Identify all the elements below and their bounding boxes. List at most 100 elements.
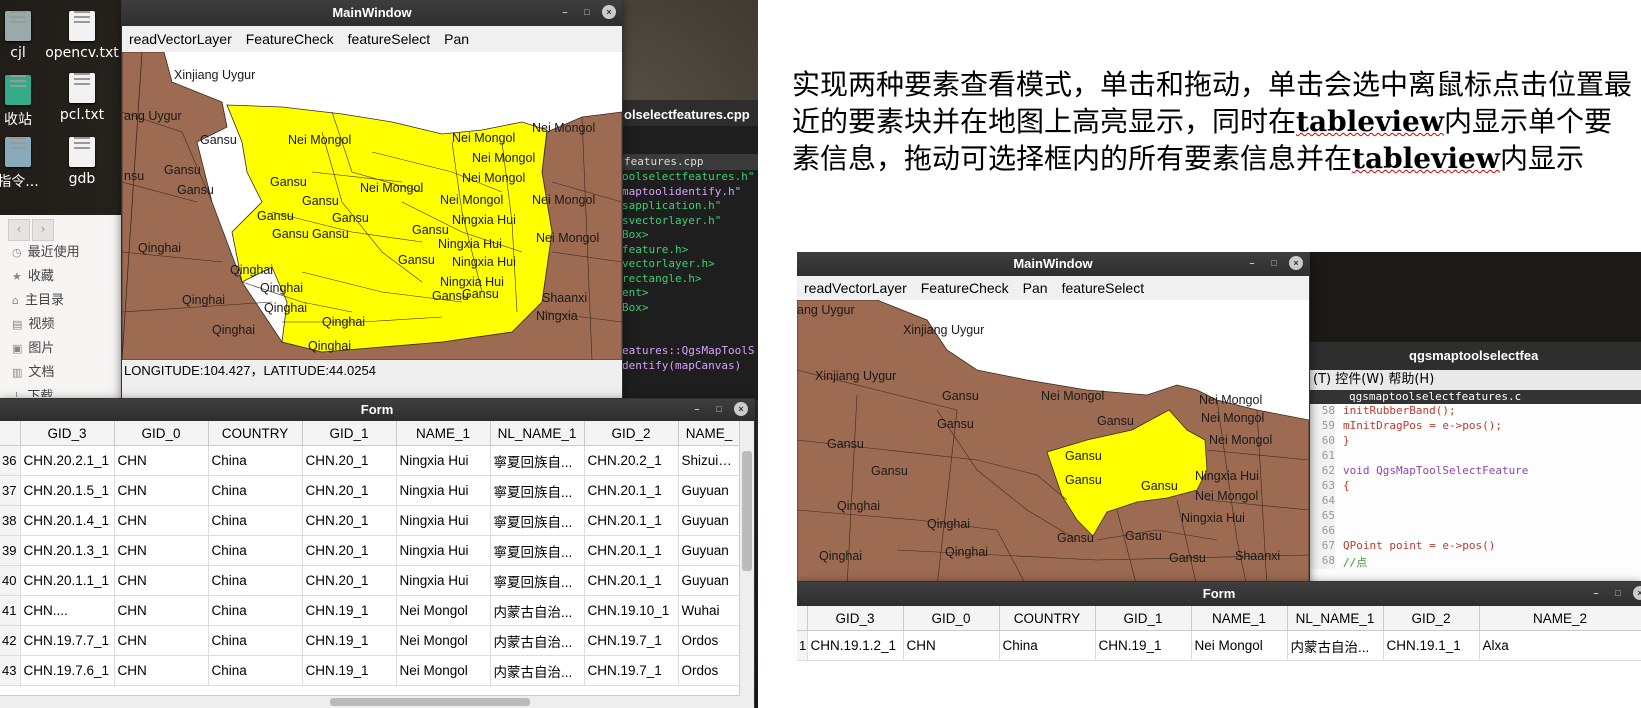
main-window-titlebar[interactable]: MainWindow – □ × <box>122 0 622 26</box>
editor-menu[interactable]: (T) 控件(W) 帮助(H) <box>1309 370 1641 390</box>
close-icon[interactable]: × <box>1633 586 1641 600</box>
table-cell[interactable]: Ningxia Hui <box>396 565 491 596</box>
table-cell[interactable]: Ningxia Hui <box>396 535 491 566</box>
menu-read-vector-layer[interactable]: readVectorLayer <box>129 31 232 47</box>
table-cell[interactable]: Wuhai <box>678 595 741 626</box>
table-cell[interactable]: China <box>208 595 303 626</box>
table-cell[interactable]: 寧夏回族自... <box>490 535 585 566</box>
table-cell[interactable]: CHN <box>114 565 209 596</box>
table-cell[interactable]: CHN <box>114 505 209 536</box>
sidebar-item-videos[interactable]: ▤ 视频 <box>0 313 125 337</box>
table-row[interactable]: 41 CHN.... CHN China CHN.19_1 Nei Mongol 内蒙古自治… <box>0 595 741 626</box>
sidebar-item-starred[interactable]: ★ 收藏 <box>0 265 125 289</box>
table-row[interactable]: 1 CHN.19.1.2_1 CHN China CHN.19_1 Nei Mongol 内… <box>797 630 1641 661</box>
desktop-icon-pcl[interactable]: pcl.txt <box>42 64 122 123</box>
table-cell[interactable]: CHN.19_1 <box>1095 630 1192 661</box>
table-cell[interactable]: Nei Mongol <box>396 625 491 656</box>
row-header[interactable]: 43 <box>0 655 21 686</box>
maximize-icon[interactable]: □ <box>1615 588 1621 598</box>
table-cell[interactable]: CHN.20_1 <box>302 475 397 506</box>
table-cell[interactable]: China <box>208 475 303 506</box>
table-cell[interactable]: CHN.... <box>20 595 115 626</box>
table-cell[interactable]: Guyuan <box>678 565 741 596</box>
table-cell[interactable]: 内蒙古自治... <box>490 595 585 626</box>
row-header[interactable]: 38 <box>0 505 21 536</box>
menu-pan[interactable]: Pan <box>444 31 470 47</box>
table-cell[interactable]: Nei Mongol <box>1191 630 1288 661</box>
table-cell[interactable]: CHN.20_1 <box>302 505 397 536</box>
column-header[interactable]: GID_1 <box>1095 606 1192 631</box>
row-header[interactable]: 42 <box>0 625 21 656</box>
table-cell[interactable]: 寧夏回族自... <box>490 475 585 506</box>
table-cell[interactable]: CHN.20.2_1 <box>584 445 679 476</box>
table-cell[interactable]: Ningxia Hui <box>396 445 491 476</box>
table-cell[interactable]: China <box>999 630 1096 661</box>
table-cell[interactable]: CHN.19.7.7_1 <box>20 625 115 656</box>
table-cell[interactable]: 寧夏回族自... <box>490 505 585 536</box>
menu-feature-select[interactable]: featureSelect <box>347 31 431 47</box>
row-header[interactable]: 37 <box>0 475 21 506</box>
column-header[interactable]: NAME_2 <box>1479 606 1641 631</box>
desktop-icon-opencv[interactable]: opencv.txt <box>42 2 122 61</box>
table-cell[interactable]: Nei Mongol <box>396 655 491 686</box>
column-header[interactable]: NAME_ <box>678 421 741 446</box>
table-cell[interactable]: CHN <box>114 625 209 656</box>
row-header[interactable]: 40 <box>0 565 21 596</box>
sidebar-item-downloads[interactable]: ↓ 下载 <box>0 385 125 397</box>
scrollbar-thumb[interactable] <box>330 698 530 706</box>
table-cell[interactable]: Guyuan <box>678 535 741 566</box>
table-cell[interactable]: 内蒙古自治... <box>1287 630 1384 661</box>
table-cell[interactable]: CHN.20.1_1 <box>584 475 679 506</box>
column-header[interactable]: GID_3 <box>807 606 904 631</box>
close-icon[interactable]: × <box>602 5 616 19</box>
table-cell[interactable]: CHN.19.7_1 <box>584 625 679 656</box>
sidebar-item-home[interactable]: ⌂ 主目录 <box>0 289 125 313</box>
table-cell[interactable]: Nei Mongol <box>396 595 491 626</box>
feature-table[interactable]: GID_3 GID_0 COUNTRY GID_1 NAME_1 NL_NAME_1 GID… <box>0 421 741 686</box>
menu-feature-select[interactable]: featureSelect <box>1061 280 1145 296</box>
minimize-icon[interactable]: – <box>1593 588 1599 598</box>
desktop-icon-home[interactable]: cjl <box>0 2 58 61</box>
column-header[interactable]: NL_NAME_1 <box>1287 606 1384 631</box>
table-cell[interactable]: 寧夏回族自... <box>490 565 585 596</box>
table-cell[interactable]: CHN.19.7_1 <box>584 655 679 686</box>
menu-read-vector-layer[interactable]: readVectorLayer <box>804 280 907 296</box>
sidebar-item-documents[interactable]: ▥ 文档 <box>0 361 125 385</box>
table-cell[interactable]: CHN.19.10_1 <box>584 595 679 626</box>
maximize-icon[interactable]: □ <box>716 404 722 414</box>
menu-feature-check[interactable]: FeatureCheck <box>245 31 334 47</box>
sidebar-item-pictures[interactable]: ▣ 图片 <box>0 337 125 361</box>
table-row[interactable]: 38 CHN.20.1.4_1 CHN China CHN.20_1 Ningxia Hu… <box>0 505 741 536</box>
close-icon[interactable]: × <box>1289 256 1303 270</box>
table-cell[interactable]: CHN.20.1.3_1 <box>20 535 115 566</box>
column-header[interactable]: NAME_1 <box>396 421 491 446</box>
table-cell[interactable]: China <box>208 565 303 596</box>
forward-button[interactable]: › <box>32 219 54 241</box>
table-cell[interactable]: Alxa <box>1479 630 1641 661</box>
table-row[interactable]: 39 CHN.20.1.3_1 CHN China CHN.20_1 Ningxia Hu… <box>0 535 741 566</box>
column-header[interactable]: NAME_1 <box>1191 606 1288 631</box>
column-header[interactable]: GID_2 <box>1383 606 1480 631</box>
minimize-icon[interactable]: – <box>1249 258 1255 268</box>
table-cell[interactable]: China <box>208 445 303 476</box>
column-header[interactable]: GID_3 <box>20 421 115 446</box>
table-cell[interactable]: Guyuan <box>678 475 741 506</box>
horizontal-scrollbar[interactable] <box>0 695 740 708</box>
maximize-icon[interactable]: □ <box>584 7 590 17</box>
table-cell[interactable]: China <box>208 505 303 536</box>
form-titlebar[interactable]: Form – □ × <box>797 582 1641 606</box>
table-cell[interactable]: CHN.20.1.1_1 <box>20 565 115 596</box>
table-cell[interactable]: CHN.20_1 <box>302 445 397 476</box>
table-cell[interactable]: Ningxia Hui <box>396 475 491 506</box>
table-cell[interactable]: CHN.19.1_1 <box>1383 630 1480 661</box>
form-titlebar[interactable]: Form – □ × <box>0 399 754 421</box>
table-cell[interactable]: CHN <box>903 630 1000 661</box>
table-cell[interactable]: CHN.19_1 <box>302 625 397 656</box>
table-row[interactable]: 36 CHN.20.2.1_1 CHN China CHN.20_1 Ningxia Hu… <box>0 445 741 476</box>
column-header[interactable]: COUNTRY <box>999 606 1096 631</box>
table-cell[interactable]: CHN <box>114 655 209 686</box>
back-button[interactable]: ‹ <box>8 219 30 241</box>
table-cell[interactable]: CHN.20.1.4_1 <box>20 505 115 536</box>
table-cell[interactable]: China <box>208 535 303 566</box>
